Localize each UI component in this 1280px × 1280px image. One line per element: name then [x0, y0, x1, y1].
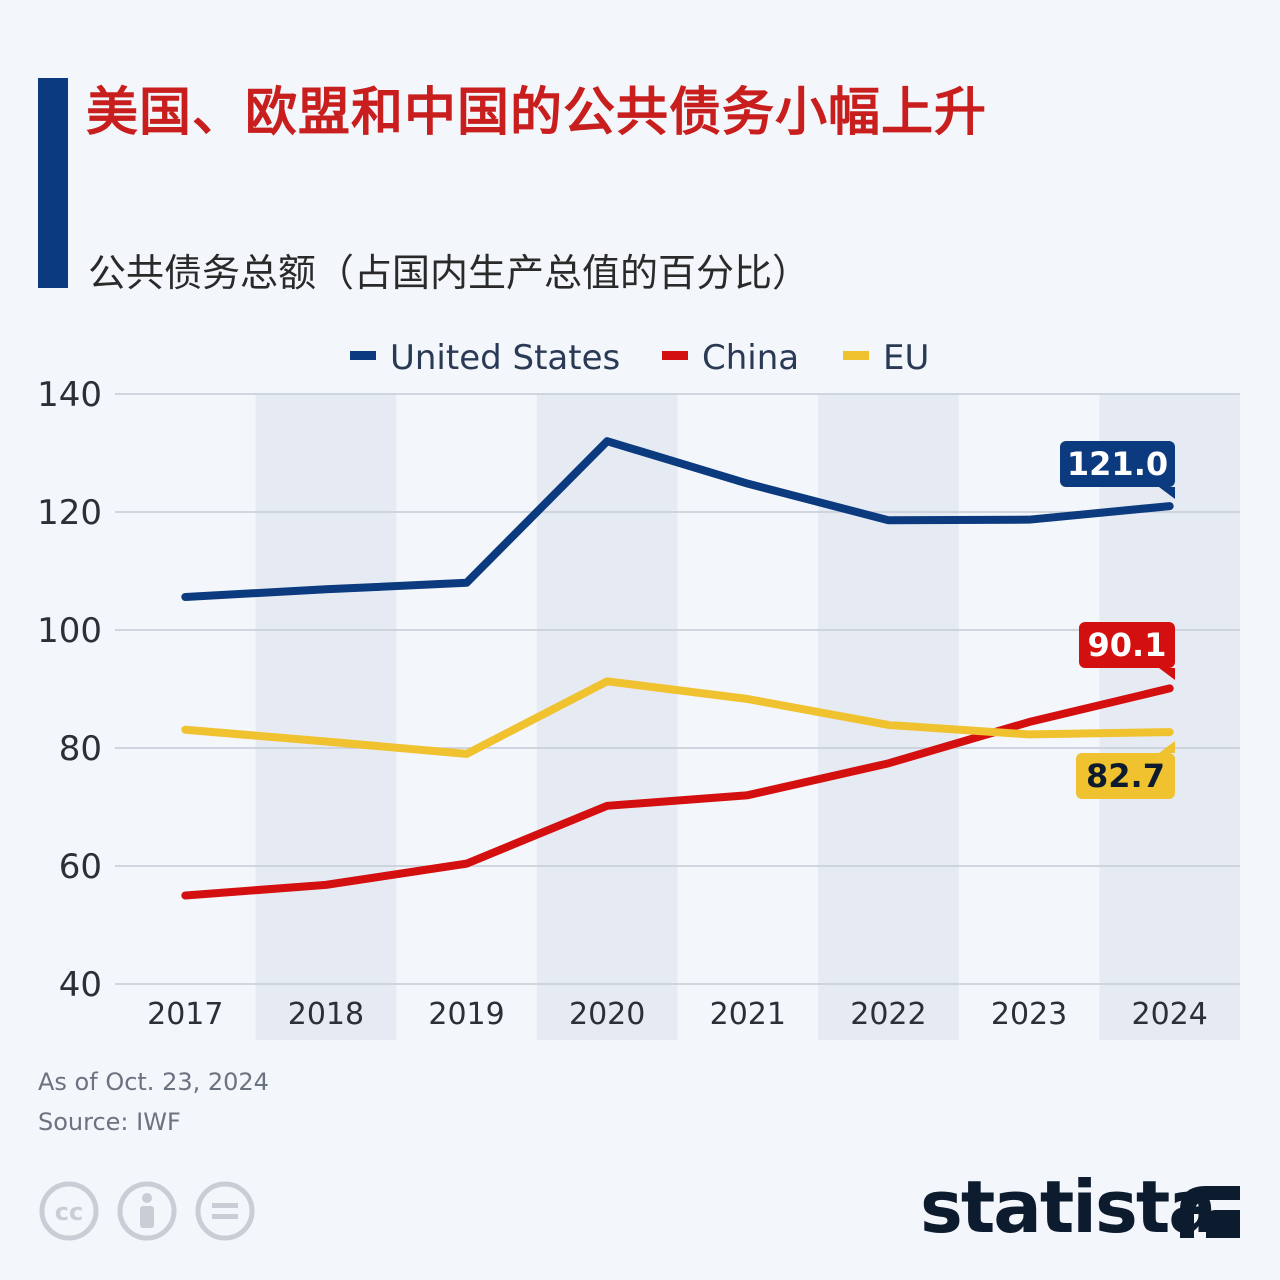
y-axis-tick-labels: 40 60 80 100 120 140 — [37, 375, 102, 1005]
end-label-eu: 82.7 — [1076, 741, 1175, 799]
y-tick-label: 100 — [37, 611, 102, 651]
end-label-value: 121.0 — [1067, 445, 1168, 483]
column-band-2020 — [536, 394, 678, 1040]
line-chart: 40 60 80 100 120 140 2017 2018 2019 2020 2021 2022… — [37, 338, 1240, 1040]
y-tick-label: 60 — [59, 847, 102, 887]
column-band-2018 — [255, 394, 397, 1040]
end-label-box — [1076, 753, 1175, 799]
chart-title: 美国、欧盟和中国的公共债务小幅上升 — [86, 83, 988, 143]
series-line-united-states — [181, 437, 1174, 601]
y-tick-label: 140 — [37, 375, 102, 415]
x-tick-label: 2021 — [710, 997, 786, 1032]
as-of-date-note: As of Oct. 23, 2024 — [38, 1068, 269, 1096]
statista-logo-icon — [1180, 1186, 1240, 1238]
legend-label: EU — [883, 338, 929, 378]
svg-text:cc: cc — [55, 1198, 83, 1226]
legend-item-china: China — [662, 338, 799, 378]
legend-label: United States — [390, 338, 620, 378]
end-label-united-states: 121.0 — [1060, 441, 1175, 499]
legend-item-united-states: United States — [350, 338, 620, 378]
legend-swatch — [350, 351, 376, 360]
title-accent-bar — [38, 78, 68, 288]
source-note: Source: IWF — [38, 1108, 181, 1136]
y-tick-label: 40 — [59, 965, 102, 1005]
x-axis-tick-labels: 2017 2018 2019 2020 2021 2022 2023 2024 — [147, 997, 1208, 1032]
license-icons: cc — [39, 1181, 255, 1241]
end-label-value: 82.7 — [1086, 757, 1165, 795]
legend: United States China EU — [350, 338, 929, 378]
y-gridlines — [115, 393, 1240, 985]
end-label-box — [1079, 622, 1175, 668]
y-tick-label: 80 — [59, 729, 102, 769]
x-tick-label: 2018 — [288, 997, 364, 1032]
attribution-icon[interactable] — [117, 1181, 177, 1241]
alternating-column-bands — [255, 394, 1240, 1040]
end-label-china: 90.1 — [1079, 622, 1175, 680]
x-tick-label: 2020 — [569, 997, 645, 1032]
statista-brand[interactable]: statista — [920, 1165, 1217, 1249]
end-value-labels: 121.0 90.1 82.7 — [1060, 441, 1175, 799]
chart-subtitle: 公共债务总额（占国内生产总值的百分比） — [88, 251, 811, 295]
end-label-tail — [1159, 741, 1175, 753]
x-tick-label: 2023 — [991, 997, 1067, 1032]
series-lines — [181, 437, 1174, 900]
y-tick-label: 120 — [37, 493, 102, 533]
column-band-2024 — [1099, 394, 1240, 1040]
x-tick-label: 2022 — [850, 997, 926, 1032]
legend-item-eu: EU — [843, 338, 929, 378]
x-tick-label: 2017 — [147, 997, 223, 1032]
end-label-tail — [1159, 668, 1175, 680]
legend-label: China — [702, 338, 799, 378]
statista-wordmark: statista — [920, 1165, 1217, 1249]
x-tick-label: 2019 — [428, 997, 504, 1032]
no-derivatives-icon[interactable] — [195, 1181, 255, 1241]
x-tick-label: 2024 — [1132, 997, 1208, 1032]
end-label-value: 90.1 — [1088, 626, 1167, 664]
series-line-eu — [181, 677, 1174, 758]
cc-icon[interactable]: cc — [39, 1181, 99, 1241]
end-label-tail — [1159, 487, 1175, 499]
legend-swatch — [662, 351, 688, 360]
legend-swatch — [843, 351, 869, 360]
end-label-box — [1060, 441, 1175, 487]
